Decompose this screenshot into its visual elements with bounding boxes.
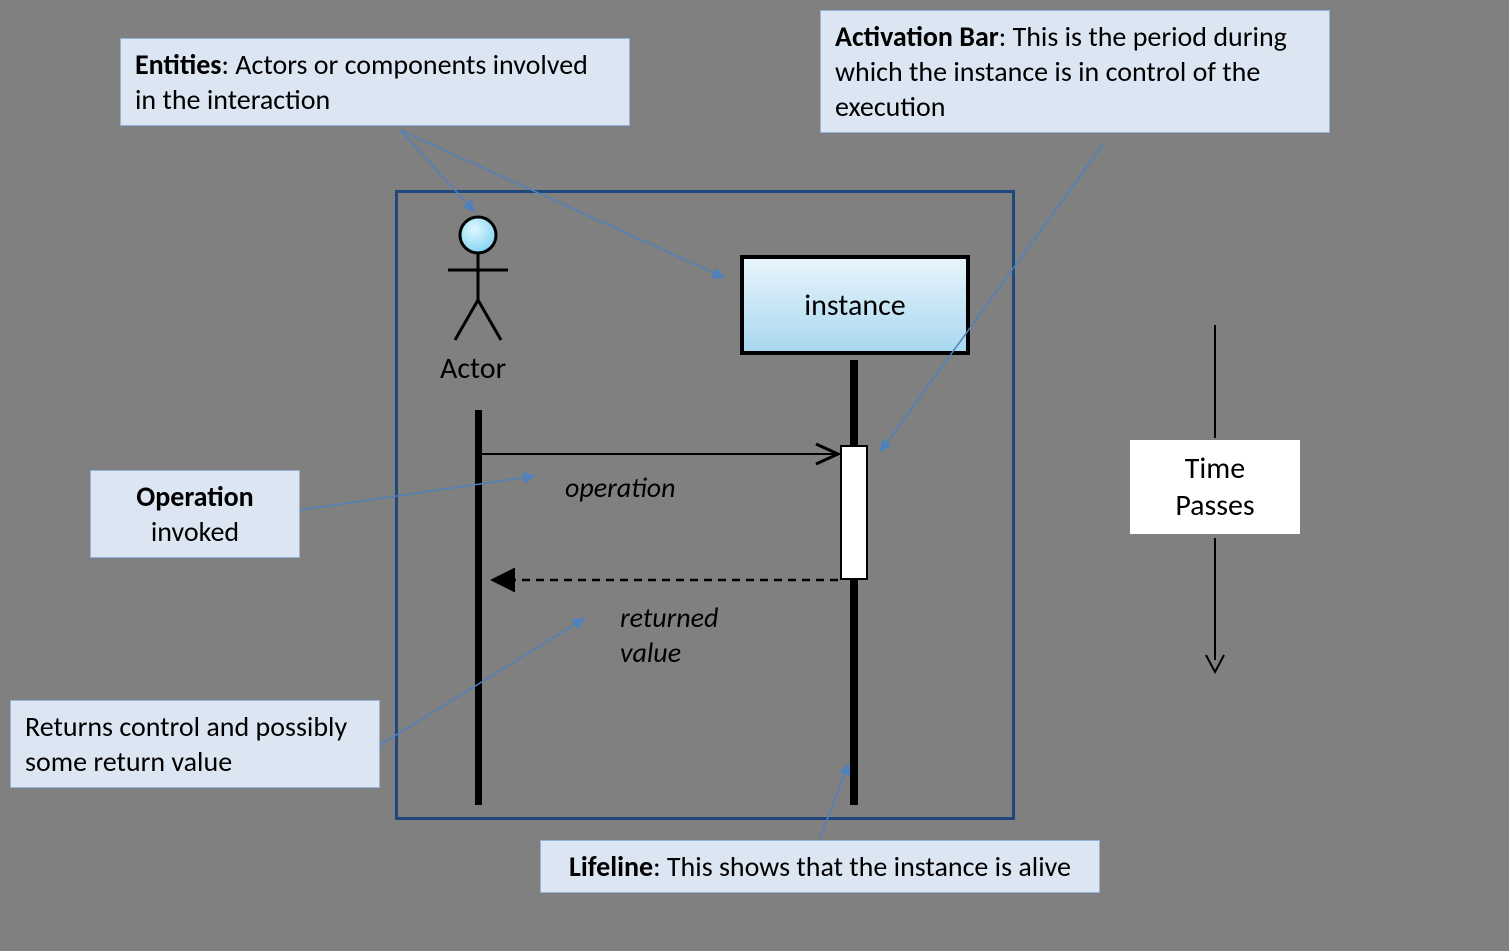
callout-lifeline-text: : This shows that the instance is alive bbox=[653, 849, 1071, 884]
callout-operation-text: invoked bbox=[151, 514, 239, 549]
callout-activation: Activation Bar: This is the period durin… bbox=[820, 10, 1330, 133]
return-message-label: returned value bbox=[620, 600, 718, 670]
callout-operation: Operation invoked bbox=[90, 470, 300, 558]
actor-lifeline bbox=[475, 410, 482, 805]
callout-returns-text: Returns control and possibly some return… bbox=[25, 709, 347, 779]
instance-label: instance bbox=[804, 287, 905, 324]
return-label-line1: returned bbox=[620, 600, 718, 635]
callout-activation-title: Activation Bar bbox=[835, 19, 999, 54]
time-arrowhead bbox=[1206, 655, 1224, 672]
activation-bar bbox=[840, 445, 868, 580]
time-label-line1: Time bbox=[1185, 450, 1245, 487]
callout-entities-title: Entities bbox=[135, 47, 221, 82]
time-passes-box: Time Passes bbox=[1130, 440, 1300, 534]
time-label-line2: Passes bbox=[1175, 487, 1254, 524]
callout-operation-title: Operation bbox=[136, 479, 253, 514]
callout-lifeline: Lifeline: This shows that the instance i… bbox=[540, 840, 1100, 893]
operation-message-label: operation bbox=[565, 470, 676, 505]
instance-lifeline bbox=[850, 360, 858, 805]
callout-returns: Returns control and possibly some return… bbox=[10, 700, 380, 788]
return-label-line2: value bbox=[620, 635, 681, 670]
actor-label: Actor bbox=[440, 350, 506, 387]
callout-lifeline-title: Lifeline bbox=[569, 849, 653, 884]
callout-entities: Entities: Actors or components involved … bbox=[120, 38, 630, 126]
instance-box: instance bbox=[740, 255, 970, 355]
